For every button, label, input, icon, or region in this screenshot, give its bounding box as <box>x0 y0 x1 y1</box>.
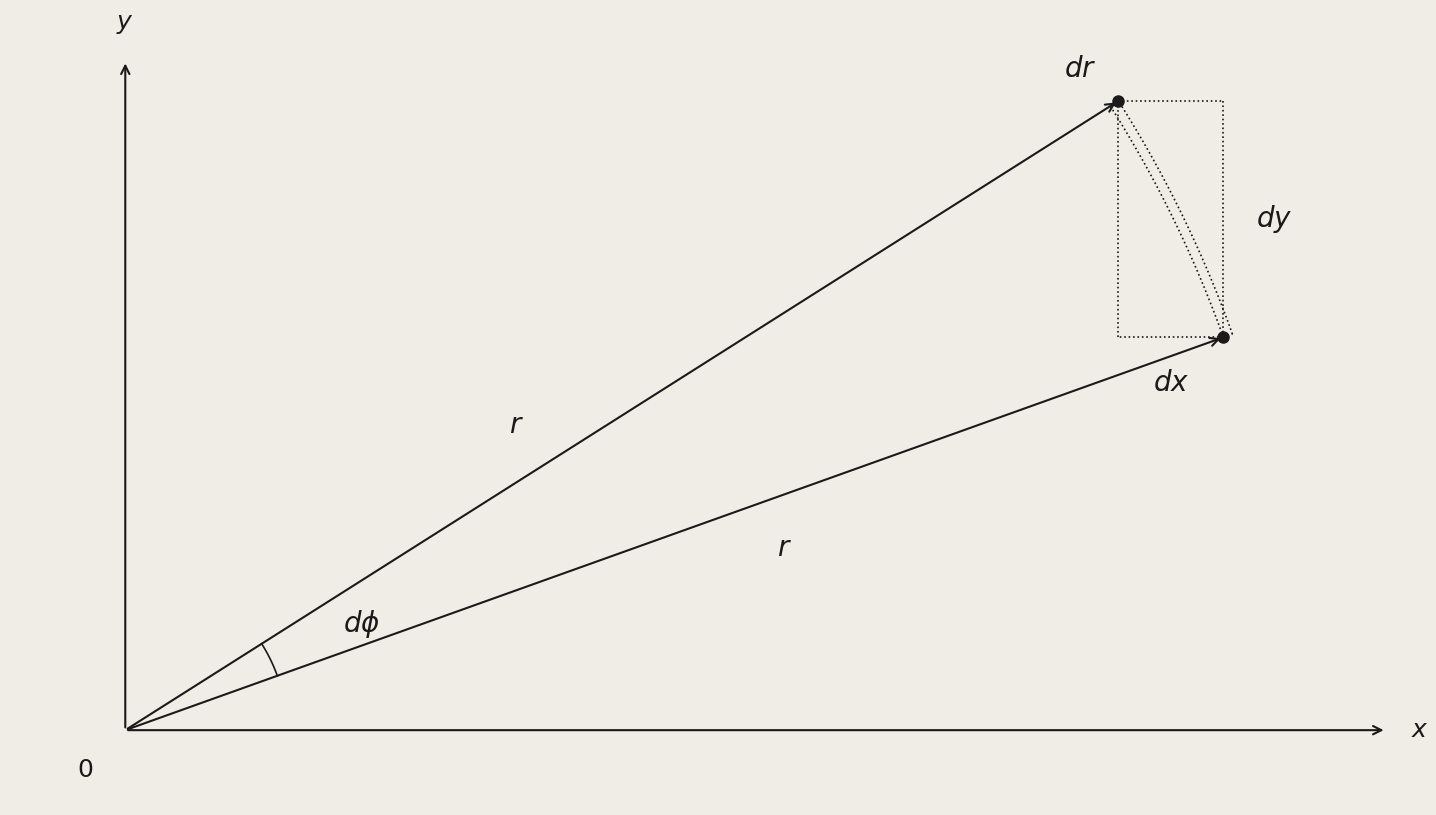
Text: $dy$: $dy$ <box>1255 203 1292 236</box>
Text: $r$: $r$ <box>777 535 791 562</box>
Text: $d\phi$: $d\phi$ <box>343 608 381 640</box>
Text: $x$: $x$ <box>1410 719 1429 742</box>
Text: $dr$: $dr$ <box>1064 56 1096 83</box>
Text: $dx$: $dx$ <box>1153 369 1189 397</box>
Text: $y$: $y$ <box>116 13 134 37</box>
Text: $0$: $0$ <box>76 759 93 782</box>
Text: $r$: $r$ <box>508 412 524 438</box>
